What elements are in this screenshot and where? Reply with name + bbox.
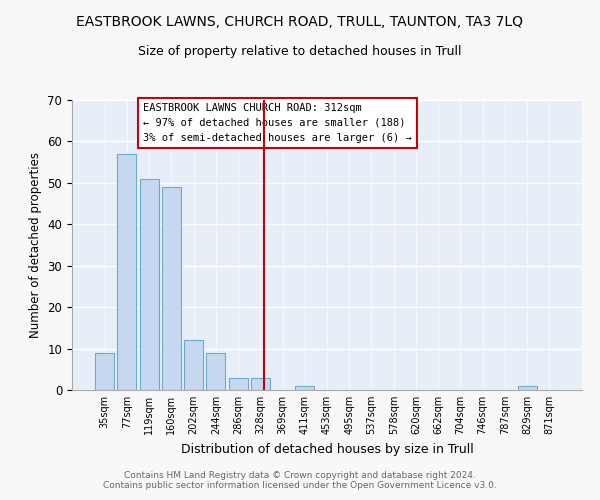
Bar [295,386,314,390]
Bar [95,352,114,390]
Bar [140,178,158,390]
Bar [184,340,203,390]
Bar [162,187,181,390]
Bar [518,386,536,390]
Text: Size of property relative to detached houses in Trull: Size of property relative to detached ho… [138,45,462,58]
Bar [229,378,248,390]
Text: EASTBROOK LAWNS CHURCH ROAD: 312sqm
← 97% of detached houses are smaller (188)
3: EASTBROOK LAWNS CHURCH ROAD: 312sqm ← 97… [143,103,412,142]
X-axis label: Distribution of detached houses by size in Trull: Distribution of detached houses by size … [181,442,473,456]
Bar [251,378,270,390]
Y-axis label: Number of detached properties: Number of detached properties [29,152,42,338]
Text: EASTBROOK LAWNS, CHURCH ROAD, TRULL, TAUNTON, TA3 7LQ: EASTBROOK LAWNS, CHURCH ROAD, TRULL, TAU… [77,15,523,29]
Text: Contains HM Land Registry data © Crown copyright and database right 2024.
Contai: Contains HM Land Registry data © Crown c… [103,470,497,490]
Bar [206,352,225,390]
Bar [118,154,136,390]
